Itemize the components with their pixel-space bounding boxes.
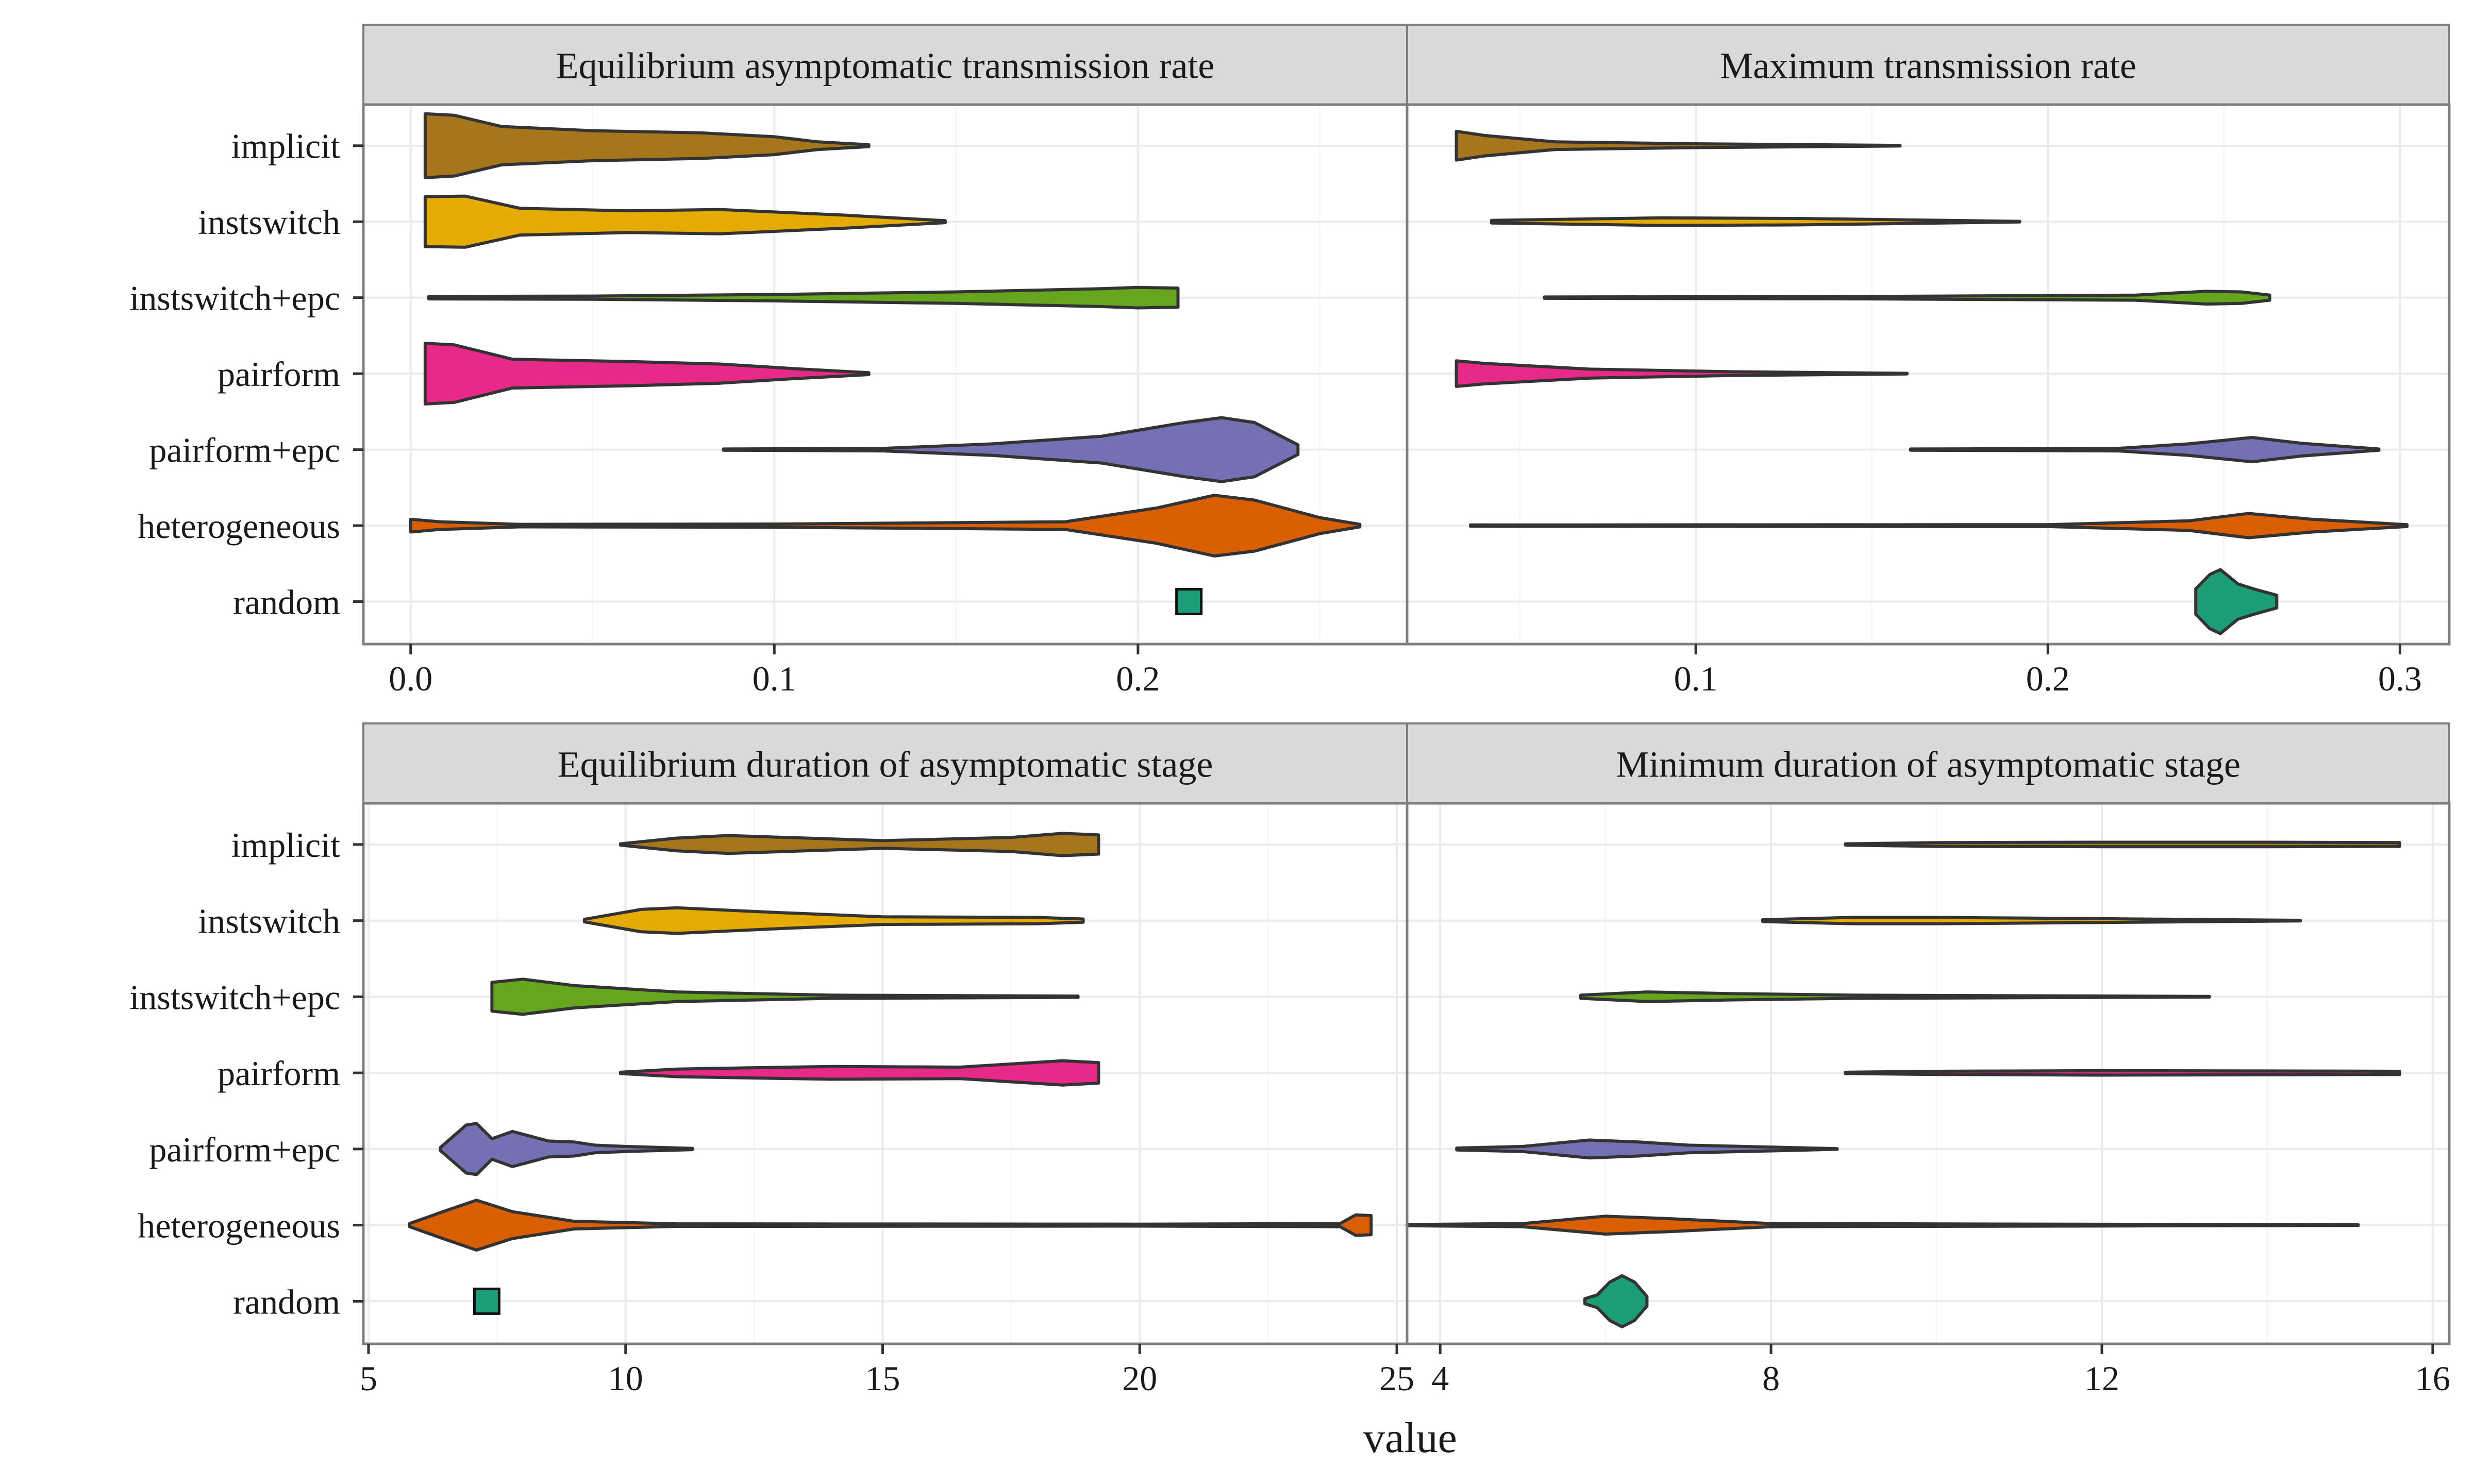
x-tick-label: 16 xyxy=(2415,1359,2450,1398)
x-axis-title: value xyxy=(1363,1414,1457,1462)
y-tick-label-instswitch: instswitch xyxy=(198,902,340,941)
violin-implicit xyxy=(1455,129,1902,162)
y-tick-label-random: random xyxy=(233,1282,340,1321)
x-tick-label: 25 xyxy=(1379,1359,1414,1398)
y-tick-label-instswitch: instswitch xyxy=(198,203,340,242)
violin-instswitch xyxy=(1761,916,2302,925)
panel-strip xyxy=(362,24,1408,106)
y-tick-label-random: random xyxy=(233,583,340,622)
violin-instswitch-epc xyxy=(1579,990,2211,1003)
y-tick-label-pairform: pairform xyxy=(218,355,340,394)
panel-title: Maximum transmission rate xyxy=(1720,45,2136,87)
violin-instswitch xyxy=(582,906,1085,935)
violin-pairform xyxy=(423,342,871,406)
violin-instswitch-epc xyxy=(1543,290,2271,306)
panel-maximum-transmission-rate: Maximum transmission rate 0.1 0.2 0.3 xyxy=(1406,24,2451,698)
violin-implicit xyxy=(618,832,1100,857)
x-tick-label: 5 xyxy=(360,1359,377,1398)
violin-instswitch xyxy=(1490,216,2021,227)
x-tick-label: 0.0 xyxy=(389,659,432,698)
y-tick-label-instswitch-epc: instswitch+epc xyxy=(130,279,341,318)
y-tick-label-heterogeneous: heterogeneous xyxy=(138,507,340,546)
violin-random xyxy=(2194,568,2279,635)
point-random xyxy=(1175,588,1203,616)
panel-border xyxy=(1406,103,2451,646)
x-tick-label: 4 xyxy=(1431,1359,1449,1398)
panel-minimum-duration-of-asymptomatic-stage: Minimum duration of asymptomatic stage 4 8… xyxy=(1406,722,2451,1398)
x-tick-label: 0.2 xyxy=(2026,659,2070,698)
panel-title: Equilibrium duration of asymptomatic sta… xyxy=(558,744,1213,785)
violin-heterogeneous xyxy=(1406,1215,2360,1236)
violin-pairform-epc xyxy=(439,1122,694,1176)
x-tick-label: 10 xyxy=(608,1359,643,1398)
violin-random xyxy=(1583,1274,1649,1328)
violin-implicit xyxy=(423,112,871,179)
y-tick-label-implicit: implicit xyxy=(231,825,340,865)
point-random xyxy=(473,1287,500,1315)
x-tick-label: 20 xyxy=(1122,1359,1157,1398)
panel-strip xyxy=(1406,722,2450,804)
y-tick-label-instswitch-epc: instswitch+epc xyxy=(130,977,341,1017)
panel-title: Equilibrium asymptomatic transmission ra… xyxy=(556,45,1215,87)
violin-instswitch-epc xyxy=(427,285,1180,310)
violin-heterogeneous xyxy=(1469,512,2409,539)
x-tick-label: 12 xyxy=(2084,1359,2119,1398)
x-tick-label: 0.2 xyxy=(1116,659,1160,698)
panel-equilibrium-duration-of-asymptomatic-stage: Equilibrium duration of asymptomatic sta… xyxy=(130,722,1414,1398)
x-tick-label: 0.1 xyxy=(1674,659,1718,698)
violin-heterogeneous xyxy=(409,494,1362,558)
y-tick-label-pairform: pairform xyxy=(218,1054,340,1093)
y-tick-label-implicit: implicit xyxy=(231,127,340,166)
x-tick-label: 8 xyxy=(1762,1359,1780,1398)
panel-equilibrium-asymptomatic-transmission-rate: Equilibrium asymptomatic transmission ra… xyxy=(130,24,1409,698)
violin-instswitch-epc xyxy=(490,977,1080,1016)
panel-border xyxy=(1406,802,2451,1345)
violin-pairform xyxy=(1455,359,1909,388)
y-tick-label-pairform-epc: pairform+epc xyxy=(149,431,340,470)
y-tick-label-pairform-epc: pairform+epc xyxy=(149,1130,340,1169)
violin-pairform xyxy=(618,1059,1100,1087)
panel-title: Minimum duration of asymptomatic stage xyxy=(1616,744,2241,785)
y-tick-label-heterogeneous: heterogeneous xyxy=(138,1206,340,1245)
x-tick-label: 15 xyxy=(865,1359,900,1398)
violin-pairform-epc xyxy=(722,416,1300,483)
violin-pairform xyxy=(1844,1069,2401,1077)
violin-heterogeneous xyxy=(408,1199,1373,1252)
x-tick-label: 0.3 xyxy=(2378,659,2422,698)
violin-implicit xyxy=(1844,840,2401,849)
panel-strip xyxy=(362,722,1408,804)
violin-instswitch xyxy=(423,194,947,249)
violin-pairform-epc xyxy=(1909,436,2381,464)
x-tick-label: 0.1 xyxy=(753,659,796,698)
violin-pairform-epc xyxy=(1455,1138,1839,1160)
